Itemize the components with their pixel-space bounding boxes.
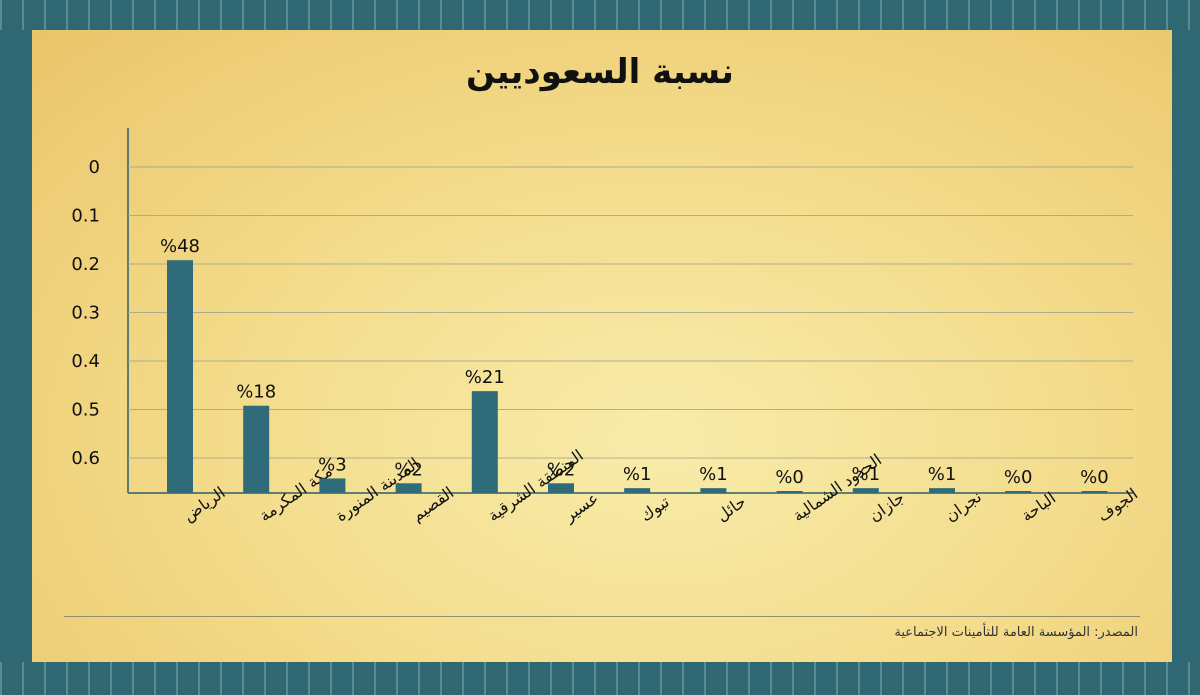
- bar: [167, 260, 193, 493]
- data-label: %48: [160, 236, 200, 257]
- data-label: %1: [928, 464, 957, 485]
- y-tick-label: 0.5: [71, 400, 100, 421]
- data-label: %2: [547, 459, 576, 480]
- x-tick-label: عسير: [560, 488, 603, 526]
- bar: [1005, 491, 1032, 493]
- source-note: المصدر: المؤسسة العامة للتأمينات الاجتما…: [894, 625, 1138, 640]
- data-label: %0: [775, 467, 804, 488]
- y-tick-label: 0.1: [71, 206, 100, 227]
- bar: [624, 488, 651, 493]
- data-label: %18: [236, 382, 276, 403]
- bar: [700, 488, 727, 493]
- data-label: %0: [1080, 467, 1109, 488]
- y-tick-label: 0.4: [71, 351, 100, 372]
- bar: [776, 491, 803, 493]
- x-tick-label: الباحة: [1018, 488, 1060, 525]
- y-tick-label: 0: [89, 157, 100, 178]
- y-tick-label: 0.3: [71, 303, 100, 324]
- data-label: %3: [318, 454, 347, 475]
- data-label: %1: [852, 464, 881, 485]
- bar: [395, 483, 422, 493]
- source-divider: [64, 616, 1140, 617]
- data-label: %1: [699, 464, 728, 485]
- data-label: %1: [623, 464, 652, 485]
- chart-panel: [32, 30, 1172, 662]
- chart-title: نسبة السعوديين: [466, 52, 734, 92]
- data-label: %2: [394, 459, 423, 480]
- bar: [852, 488, 879, 493]
- bar: [929, 488, 955, 493]
- data-label: %0: [1004, 467, 1033, 488]
- x-tick-label: الجوف: [1094, 484, 1142, 526]
- y-tick-label: 0.6: [71, 448, 100, 469]
- bar: [243, 405, 270, 493]
- bar: [1081, 491, 1108, 493]
- y-tick-label: 0.2: [71, 254, 100, 275]
- data-label: %21: [465, 367, 505, 388]
- bar: [471, 391, 498, 493]
- bar: [548, 483, 574, 493]
- x-tick-label: حائل: [713, 492, 750, 526]
- bottom-stripe-band: [0, 662, 1200, 695]
- bar: [319, 478, 346, 493]
- x-tick-label: تبوك: [637, 492, 674, 526]
- top-stripe-band: [0, 0, 1200, 30]
